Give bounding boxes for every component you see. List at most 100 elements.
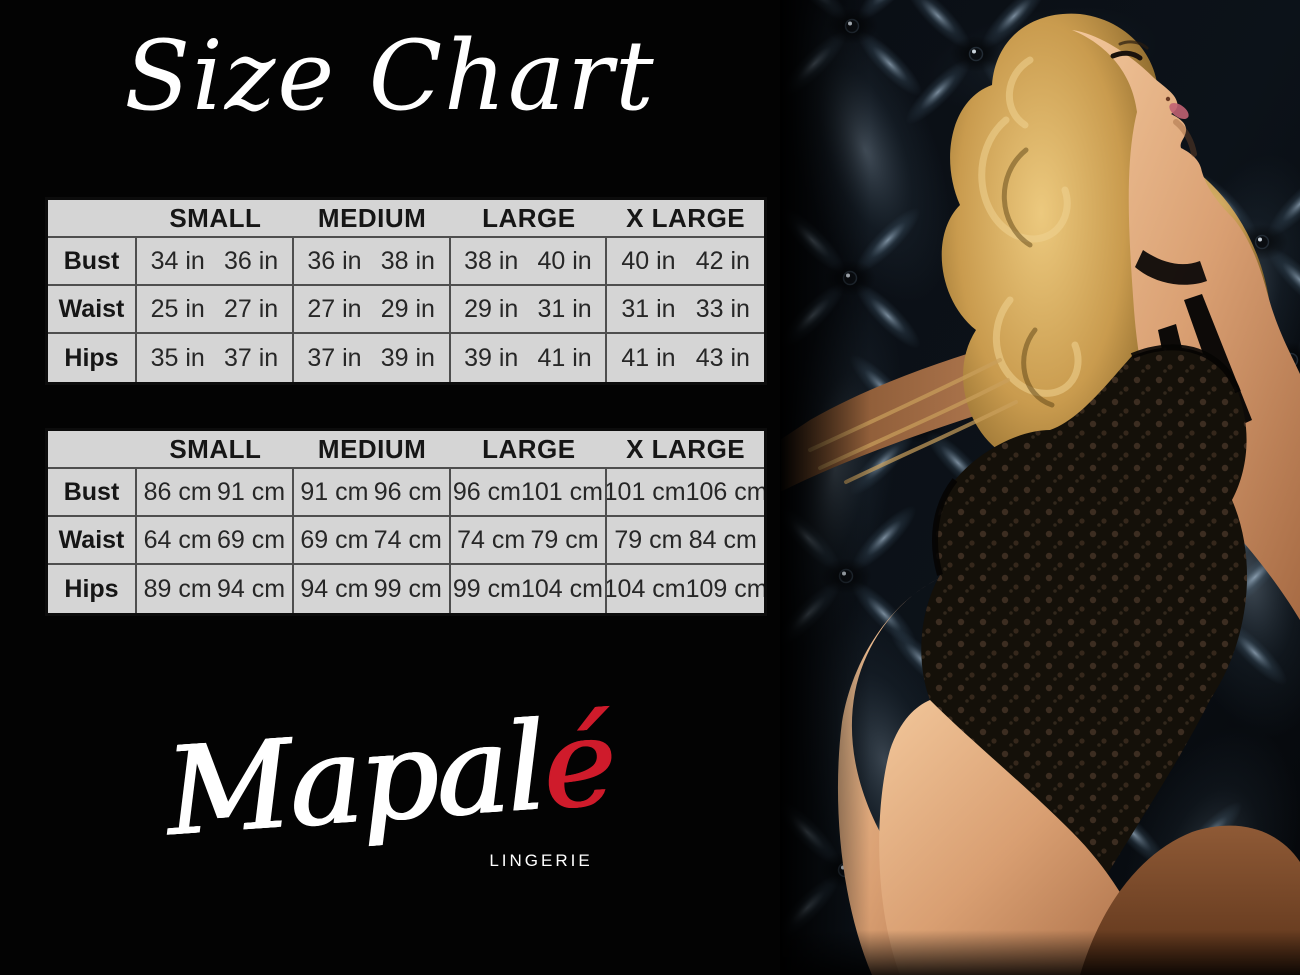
measure-value: 25 in — [150, 294, 205, 323]
brand-logo-accent: é — [538, 690, 619, 838]
measure-value: 39 in — [464, 343, 519, 372]
measure-value: 37 in — [307, 343, 362, 372]
left-blend-gradient — [780, 0, 870, 975]
measure-value: 89 cm — [143, 574, 212, 603]
measure-value: 79 cm — [614, 525, 683, 554]
size-cell: 34 in 36 in — [137, 238, 294, 286]
size-cell: 27 in 29 in — [293, 286, 451, 334]
size-cell: 64 cm 69 cm — [137, 517, 294, 565]
page-title: Size Chart — [124, 20, 656, 132]
measure-value: 39 in — [380, 343, 435, 372]
size-cell: 37 in 39 in — [294, 334, 451, 382]
size-cell: 104 cm 109 cm — [607, 565, 764, 613]
size-header-small: SMALL — [137, 200, 294, 238]
measure-value: 64 cm — [143, 525, 212, 554]
size-cell: 36 in 38 in — [293, 238, 451, 286]
size-cell: 96 cm 101 cm — [450, 469, 608, 517]
size-cell: 31 in 33 in — [607, 286, 764, 334]
measure-value: 94 cm — [217, 574, 286, 603]
measure-value: 41 in — [537, 343, 592, 372]
size-header-large: LARGE — [450, 431, 608, 469]
row-label-bust: Bust — [48, 469, 137, 517]
size-cell: 39 in 41 in — [451, 334, 608, 382]
measure-value: 34 in — [150, 246, 205, 275]
measure-value: 41 in — [621, 343, 676, 372]
size-cell: 40 in 42 in — [607, 238, 764, 286]
size-cell: 79 cm 84 cm — [607, 517, 764, 565]
brand-logo-main: Mapal — [161, 695, 549, 864]
size-cell: 94 cm 99 cm — [294, 565, 451, 613]
size-header-xlarge: X LARGE — [607, 431, 764, 469]
measure-value: 40 in — [537, 246, 592, 275]
size-cell: 38 in 40 in — [450, 238, 608, 286]
size-table-inches: SMALL MEDIUM LARGE X LARGE Bust 34 in 36… — [45, 197, 767, 385]
size-cell: 35 in 37 in — [137, 334, 294, 382]
measure-value: 42 in — [695, 246, 750, 275]
measure-value: 36 in — [223, 246, 279, 275]
row-label-hips: Hips — [48, 334, 137, 382]
measure-value: 99 cm — [452, 574, 521, 603]
measure-value: 37 in — [223, 343, 279, 372]
lace-bodysuit — [921, 344, 1248, 896]
measure-value: 74 cm — [373, 525, 442, 554]
measure-value: 29 in — [380, 294, 435, 323]
row-label-waist: Waist — [48, 517, 137, 565]
measure-value: 38 in — [380, 246, 435, 275]
measure-value: 86 cm — [143, 477, 212, 506]
measure-value: 40 in — [621, 246, 676, 275]
size-cell: 74 cm 79 cm — [450, 517, 608, 565]
measure-value: 38 in — [464, 246, 519, 275]
face-details — [1110, 40, 1197, 157]
measure-value: 31 in — [621, 294, 676, 323]
measure-value: 36 in — [307, 246, 362, 275]
size-cell: 99 cm 104 cm — [451, 565, 608, 613]
row-label-waist: Waist — [48, 286, 137, 334]
measure-value: 94 cm — [300, 574, 369, 603]
measure-value: 43 in — [695, 343, 750, 372]
measure-value: 84 cm — [688, 525, 757, 554]
measure-value: 74 cm — [457, 525, 526, 554]
table-corner-cell — [48, 431, 137, 469]
size-table-centimeters: SMALL MEDIUM LARGE X LARGE Bust 86 cm 91… — [45, 428, 767, 616]
size-cell: 25 in 27 in — [137, 286, 294, 334]
row-label-hips: Hips — [48, 565, 137, 613]
size-header-medium: MEDIUM — [293, 431, 451, 469]
measure-value: 27 in — [307, 294, 362, 323]
size-header-xlarge: X LARGE — [607, 200, 764, 238]
size-cell: 41 in 43 in — [607, 334, 764, 382]
model-silhouette — [780, 13, 1300, 975]
measure-value: 35 in — [150, 343, 205, 372]
measure-value: 33 in — [695, 294, 750, 323]
measure-value: 106 cm — [685, 477, 764, 506]
size-cell: 69 cm 74 cm — [293, 517, 451, 565]
measure-value: 104 cm — [520, 574, 603, 603]
size-header-medium: MEDIUM — [293, 200, 451, 238]
size-cell: 101 cm 106 cm — [607, 469, 764, 517]
measure-value: 109 cm — [685, 574, 764, 603]
measure-value: 101 cm — [520, 477, 603, 506]
measure-value: 69 cm — [217, 525, 286, 554]
size-header-small: SMALL — [137, 431, 294, 469]
measure-value: 96 cm — [452, 477, 521, 506]
brand-tagline: LINGERIE — [489, 851, 593, 870]
size-cell: 91 cm 96 cm — [293, 469, 451, 517]
measure-value: 27 in — [223, 294, 279, 323]
measure-value: 29 in — [464, 294, 519, 323]
table-corner-cell — [48, 200, 137, 238]
measure-value: 79 cm — [530, 525, 599, 554]
measure-value: 96 cm — [373, 477, 442, 506]
size-header-large: LARGE — [450, 200, 608, 238]
measure-value: 99 cm — [373, 574, 442, 603]
size-cell: 86 cm 91 cm — [137, 469, 294, 517]
bottom-blend-gradient — [780, 930, 1300, 975]
brand-logo: Mapalé — [0, 679, 784, 875]
measure-value: 101 cm — [607, 477, 686, 506]
row-label-bust: Bust — [48, 238, 137, 286]
size-cell: 29 in 31 in — [450, 286, 608, 334]
measure-value: 91 cm — [300, 477, 369, 506]
measure-value: 31 in — [537, 294, 592, 323]
measure-value: 91 cm — [217, 477, 286, 506]
model-photo — [780, 0, 1300, 975]
measure-value: 69 cm — [300, 525, 369, 554]
